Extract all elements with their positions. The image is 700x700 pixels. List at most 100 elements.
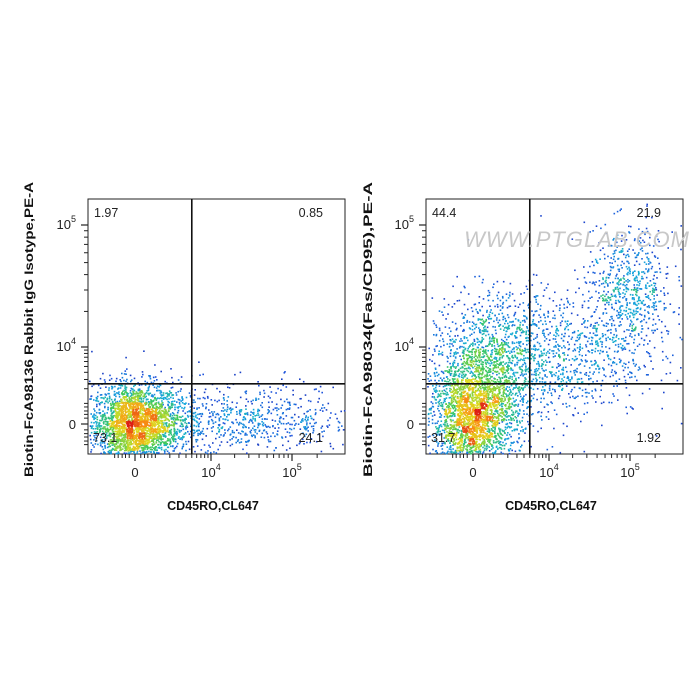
event-point <box>174 404 176 406</box>
event-point <box>651 306 653 308</box>
event-point <box>518 437 520 440</box>
event-point <box>195 440 198 443</box>
event-point <box>632 272 634 274</box>
event-point <box>189 415 192 417</box>
event-point <box>505 423 507 426</box>
event-point <box>171 414 174 417</box>
event-point <box>155 403 157 406</box>
event-point <box>504 333 507 336</box>
event-point <box>525 393 527 396</box>
event-point <box>257 414 260 416</box>
event-point <box>153 417 155 419</box>
event-point <box>632 309 635 312</box>
event-point <box>521 373 523 375</box>
event-point <box>217 448 219 451</box>
event-point <box>567 320 569 322</box>
event-point <box>645 285 647 287</box>
event-point <box>200 449 203 451</box>
event-point <box>125 386 128 389</box>
event-point <box>207 421 210 424</box>
event-point <box>649 340 651 342</box>
event-point <box>242 423 244 426</box>
event-point <box>586 340 589 343</box>
event-point <box>602 313 604 315</box>
event-point <box>214 399 216 402</box>
event-point <box>127 452 130 454</box>
event-point <box>502 318 504 321</box>
event-point <box>470 370 472 373</box>
event-point <box>536 333 538 336</box>
event-point <box>522 324 524 326</box>
event-point <box>114 399 116 401</box>
event-point <box>245 392 247 395</box>
event-point <box>179 390 182 392</box>
event-point <box>142 414 145 416</box>
event-point <box>517 359 520 362</box>
event-point <box>110 452 112 455</box>
event-point <box>504 426 507 428</box>
event-point <box>543 370 545 372</box>
event-point <box>435 326 438 328</box>
event-point <box>631 336 633 338</box>
event-point <box>496 317 498 319</box>
event-point <box>487 299 490 302</box>
event-point <box>322 404 324 406</box>
event-point <box>140 402 143 405</box>
event-point <box>151 435 154 438</box>
event-point <box>590 336 593 339</box>
event-point <box>196 407 198 409</box>
event-point <box>161 402 163 404</box>
event-point <box>160 394 162 396</box>
event-point <box>104 418 106 421</box>
event-point <box>309 441 311 444</box>
event-point <box>616 210 619 213</box>
event-point <box>111 386 114 389</box>
event-point <box>596 306 598 308</box>
event-point <box>622 369 625 372</box>
event-point <box>602 334 604 337</box>
event-point <box>314 408 317 411</box>
event-point <box>229 426 232 428</box>
event-point <box>197 424 200 426</box>
event-point <box>113 445 116 448</box>
event-point <box>555 346 557 348</box>
event-point <box>500 338 503 341</box>
event-point <box>568 393 570 395</box>
event-point <box>114 427 116 429</box>
event-point <box>592 245 594 247</box>
event-point <box>163 449 166 452</box>
event-point <box>141 415 143 418</box>
event-point <box>94 443 97 445</box>
event-point <box>452 355 455 357</box>
event-point <box>154 429 157 432</box>
event-point <box>244 417 246 420</box>
event-point <box>240 422 242 425</box>
event-point <box>477 338 479 341</box>
x-tick-label: 0 <box>131 465 138 480</box>
event-point <box>116 431 119 434</box>
event-point <box>647 374 649 376</box>
event-point <box>271 401 273 403</box>
event-point <box>224 432 226 434</box>
event-point <box>626 250 629 252</box>
event-point <box>143 395 145 398</box>
event-point <box>145 432 148 434</box>
event-point <box>620 324 622 326</box>
event-point <box>132 433 135 436</box>
event-point <box>147 443 149 445</box>
event-point <box>628 255 630 258</box>
event-point <box>617 317 619 319</box>
event-point <box>449 372 451 375</box>
event-point <box>122 390 124 393</box>
event-point <box>147 439 150 442</box>
event-point <box>119 442 122 445</box>
event-point <box>107 434 109 437</box>
event-point <box>111 407 113 410</box>
event-point <box>127 395 129 397</box>
event-point <box>108 423 110 425</box>
event-point <box>462 317 464 319</box>
event-point <box>621 313 624 315</box>
event-point <box>165 410 168 413</box>
event-point <box>543 381 546 384</box>
event-point <box>505 438 507 440</box>
